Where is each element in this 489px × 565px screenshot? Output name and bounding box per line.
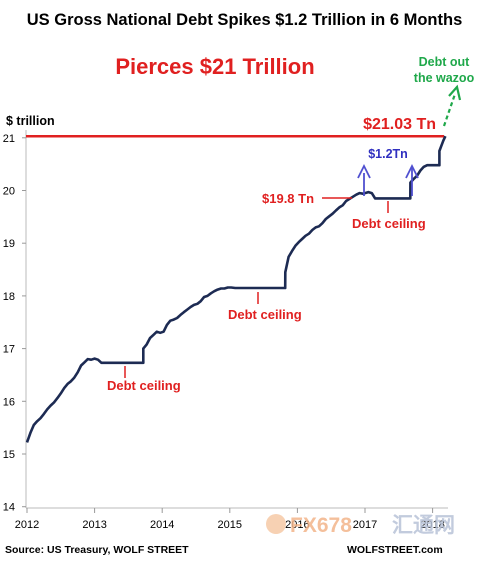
watermark: FX678 汇通网 xyxy=(266,514,455,537)
wazoo-line-2: the wazoo xyxy=(414,71,475,85)
source-note: Source: US Treasury, WOLF STREET xyxy=(5,544,189,556)
debt-ceiling-label: Debt ceiling xyxy=(352,216,426,231)
debt-ceiling-2017: Debt ceiling xyxy=(352,201,426,231)
series-line-gross-debt xyxy=(25,135,447,443)
y-tick-label: 15 xyxy=(3,449,15,461)
site-credit: WOLFSTREET.com xyxy=(347,544,443,556)
arrow-up-icon xyxy=(357,163,371,179)
arrow-up-right-icon xyxy=(448,84,462,101)
wazoo-arrow xyxy=(442,93,457,127)
debt-ceiling-label: Debt ceiling xyxy=(107,378,181,393)
x-tick-label: 2017 xyxy=(353,519,377,531)
wazoo-line-1: Debt out xyxy=(419,55,471,69)
y-tick-label: 19 xyxy=(3,238,15,250)
annotation-spike: $1.2Tn xyxy=(368,147,408,161)
chart-subtitle: Pierces $21 Trillion xyxy=(115,54,314,79)
x-tick-label: 2015 xyxy=(218,519,242,531)
chart-title: US Gross National Debt Spikes $1.2 Trill… xyxy=(27,11,463,29)
axes: 14 15 16 17 18 19 20 21 2012 2013 2014 2015 2016 2017… xyxy=(3,130,448,531)
y-tick-label: 17 xyxy=(3,344,15,356)
annotation-pre-spike: $19.8 Tn xyxy=(262,191,314,206)
x-tick-label: 2018 xyxy=(420,519,444,531)
debt-ceiling-2015: Debt ceiling xyxy=(228,292,302,322)
watermark-logo-icon xyxy=(266,514,286,534)
y-tick-label: 16 xyxy=(3,396,15,408)
y-axis-label: $ trillion xyxy=(6,114,55,128)
debt-ceiling-label: Debt ceiling xyxy=(228,307,302,322)
y-tick-label: 18 xyxy=(3,291,15,303)
annotation-peak-value: $21.03 Tn xyxy=(363,116,436,133)
x-tick-label: 2012 xyxy=(15,519,39,531)
y-tick-label: 14 xyxy=(3,502,15,514)
y-tick-label: 21 xyxy=(3,133,15,145)
x-tick-label: 2014 xyxy=(150,519,174,531)
y-tick-label: 20 xyxy=(3,186,15,198)
spike-bracket: $1.2Tn xyxy=(357,147,419,196)
wazoo-annotation: Debt out the wazoo xyxy=(414,55,475,127)
arrow-up-icon xyxy=(405,163,419,179)
x-tick-label: 2013 xyxy=(82,519,106,531)
x-tick-label: 2016 xyxy=(285,519,309,531)
watermark-cn-text: 汇通网 xyxy=(392,514,455,537)
debt-ceiling-2013: Debt ceiling xyxy=(107,366,181,393)
watermark-logo-text: FX678 xyxy=(290,514,352,537)
